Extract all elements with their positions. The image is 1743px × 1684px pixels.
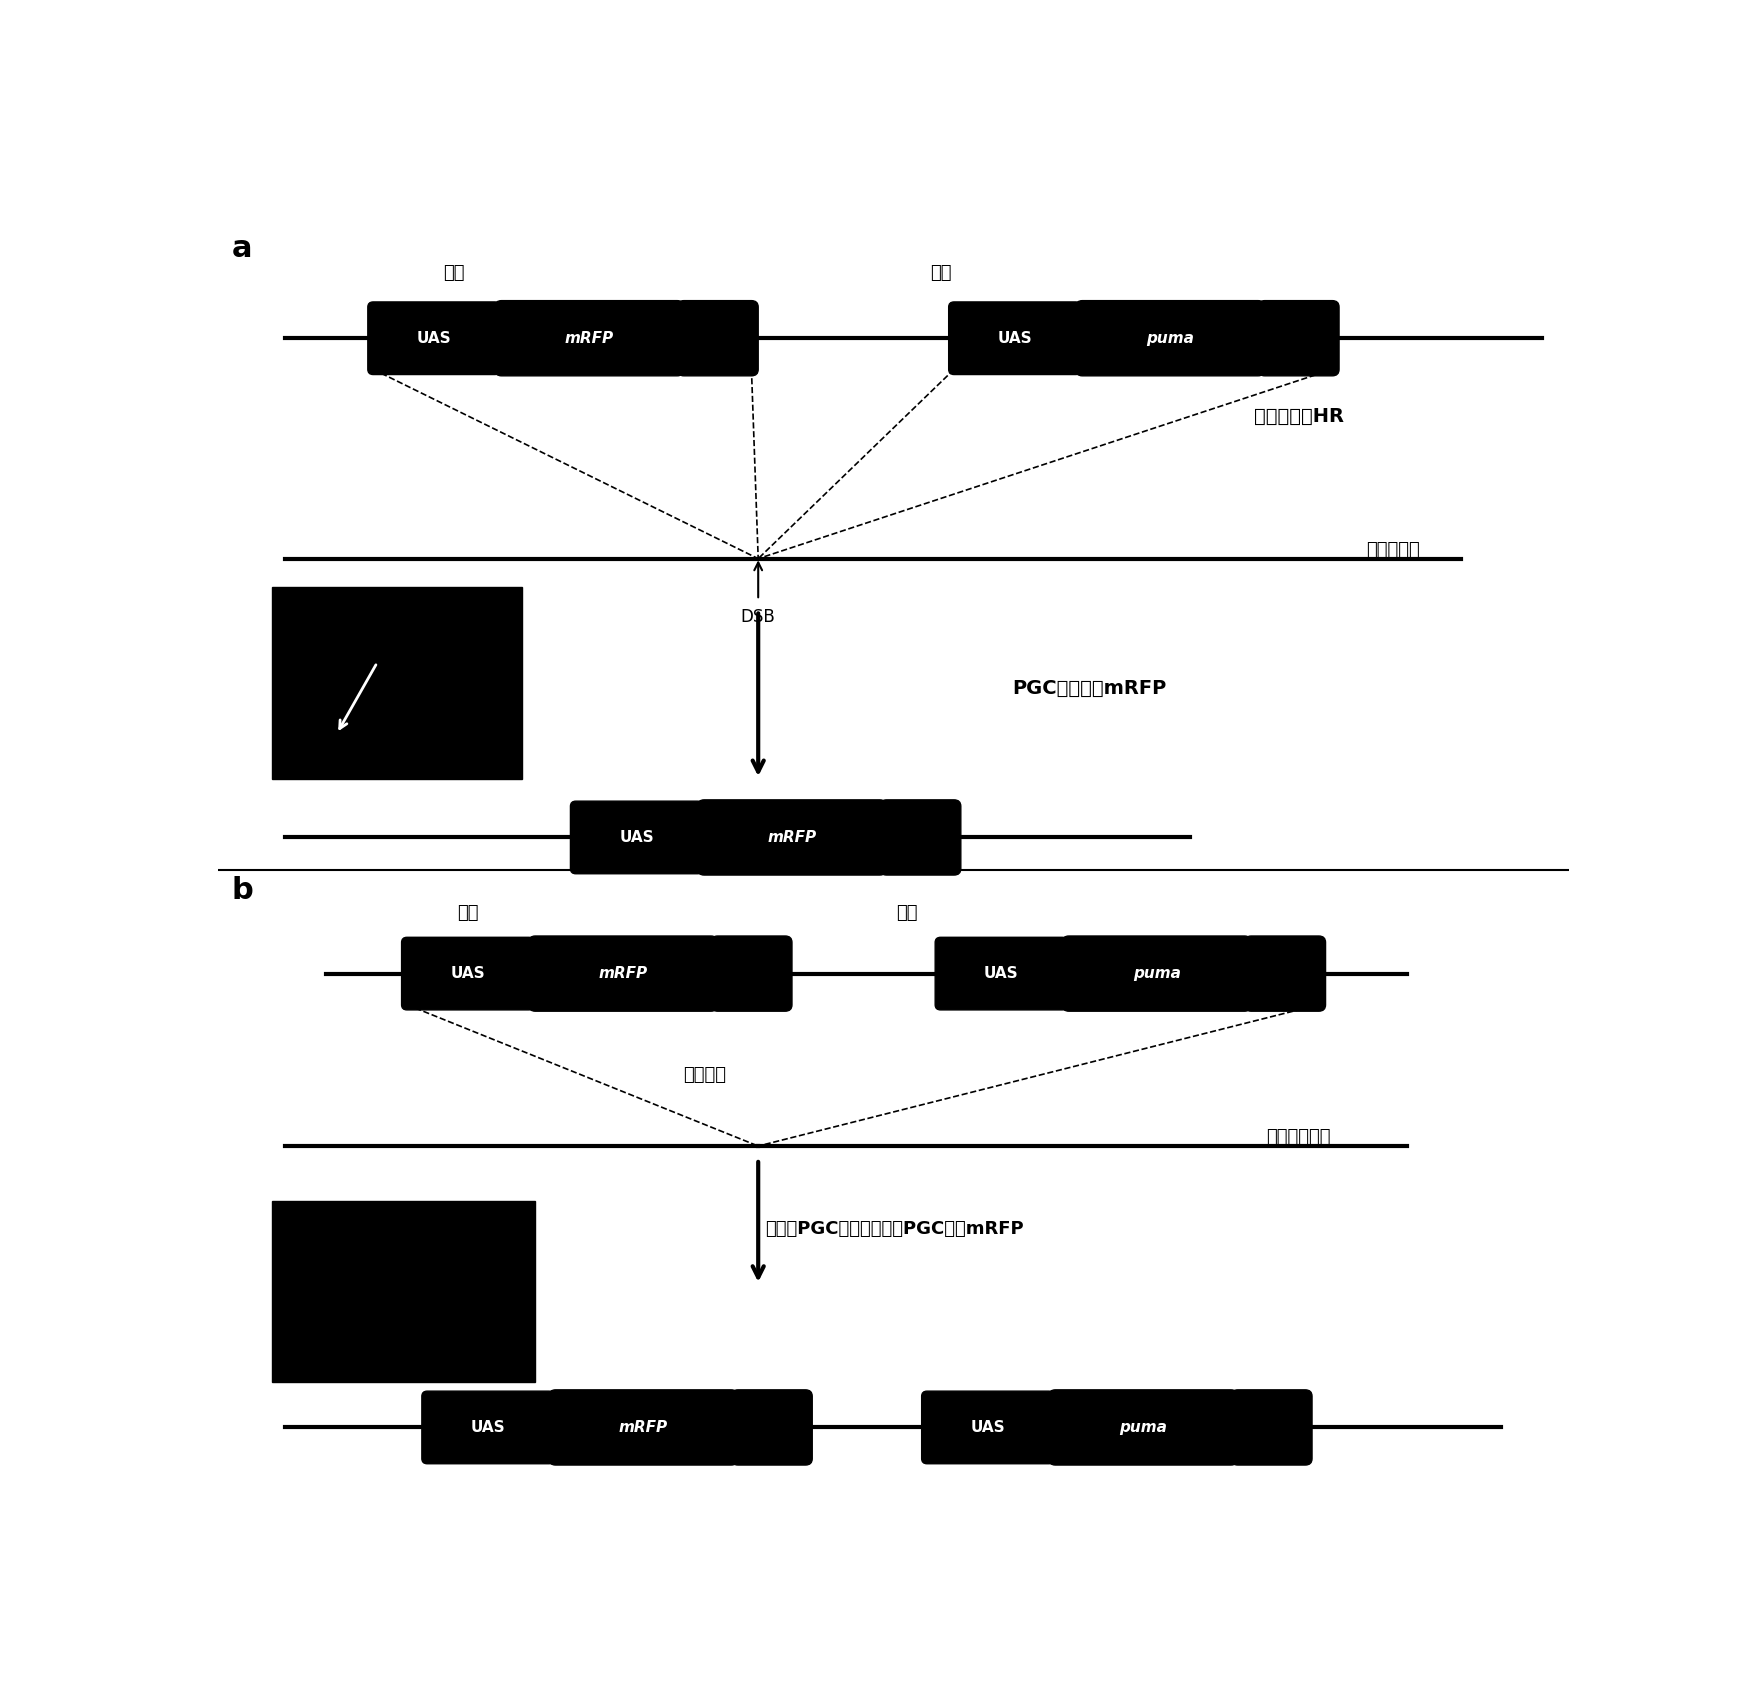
Text: puma: puma [1133,967,1180,982]
FancyBboxPatch shape [1245,936,1325,1010]
Text: UAS: UAS [417,330,451,345]
FancyBboxPatch shape [1231,1389,1312,1465]
FancyBboxPatch shape [401,938,533,1010]
Text: mRFP: mRFP [619,1420,668,1435]
Text: 右臂: 右臂 [896,904,917,921]
Text: 左臂: 左臂 [457,904,479,921]
Text: mRFP: mRFP [767,830,816,845]
Text: UAS: UAS [471,1420,505,1435]
Text: mRFP: mRFP [598,967,648,982]
Text: b: b [232,876,253,906]
FancyBboxPatch shape [1049,1389,1238,1465]
FancyBboxPatch shape [368,301,500,374]
FancyBboxPatch shape [570,802,702,874]
Text: UAS: UAS [450,967,485,982]
FancyBboxPatch shape [936,938,1067,1010]
FancyBboxPatch shape [730,1389,812,1465]
FancyBboxPatch shape [1075,301,1265,376]
FancyBboxPatch shape [948,301,1081,374]
Text: a: a [232,234,253,263]
FancyBboxPatch shape [549,1389,737,1465]
Text: UAS: UAS [619,830,654,845]
FancyBboxPatch shape [1258,301,1339,376]
Bar [272,588,521,780]
FancyBboxPatch shape [880,800,960,876]
FancyBboxPatch shape [528,936,718,1010]
Text: 靶位基因组: 靶位基因组 [1367,541,1421,559]
Text: puma: puma [1119,1420,1168,1435]
FancyBboxPatch shape [697,800,887,876]
Text: UAS: UAS [997,330,1032,345]
FancyBboxPatch shape [422,1391,554,1463]
Text: mRFP: mRFP [565,330,614,345]
Text: 左臂: 左臂 [443,264,465,283]
FancyBboxPatch shape [922,1391,1055,1463]
Text: UAS: UAS [971,1420,1006,1435]
FancyBboxPatch shape [676,301,758,376]
Text: 转基因PGC凋亡，不可见PGC特异mRFP: 转基因PGC凋亡，不可见PGC特异mRFP [765,1219,1023,1238]
Text: 同源重组：HR: 同源重组：HR [1253,406,1344,426]
FancyBboxPatch shape [1061,936,1251,1010]
Text: 右臂: 右臂 [929,264,952,283]
FancyBboxPatch shape [711,936,791,1010]
Text: 非靶位基因组: 非靶位基因组 [1265,1128,1332,1147]
Text: 随机整合: 随机整合 [683,1066,725,1084]
FancyBboxPatch shape [495,301,683,376]
Text: UAS: UAS [985,967,1018,982]
Text: PGC特异表辺mRFP: PGC特异表辺mRFP [1013,679,1166,697]
Text: DSB: DSB [741,608,776,626]
Text: puma: puma [1147,330,1194,345]
Bar [272,1201,535,1383]
